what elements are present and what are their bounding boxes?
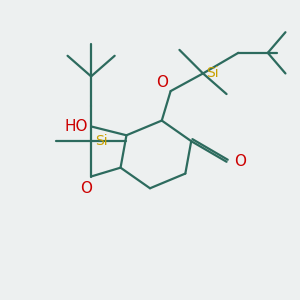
- Text: O: O: [81, 181, 93, 196]
- Text: O: O: [156, 75, 168, 90]
- Text: Si: Si: [94, 134, 107, 148]
- Text: Si: Si: [206, 66, 219, 80]
- Text: HO: HO: [65, 119, 88, 134]
- Text: O: O: [234, 154, 246, 169]
